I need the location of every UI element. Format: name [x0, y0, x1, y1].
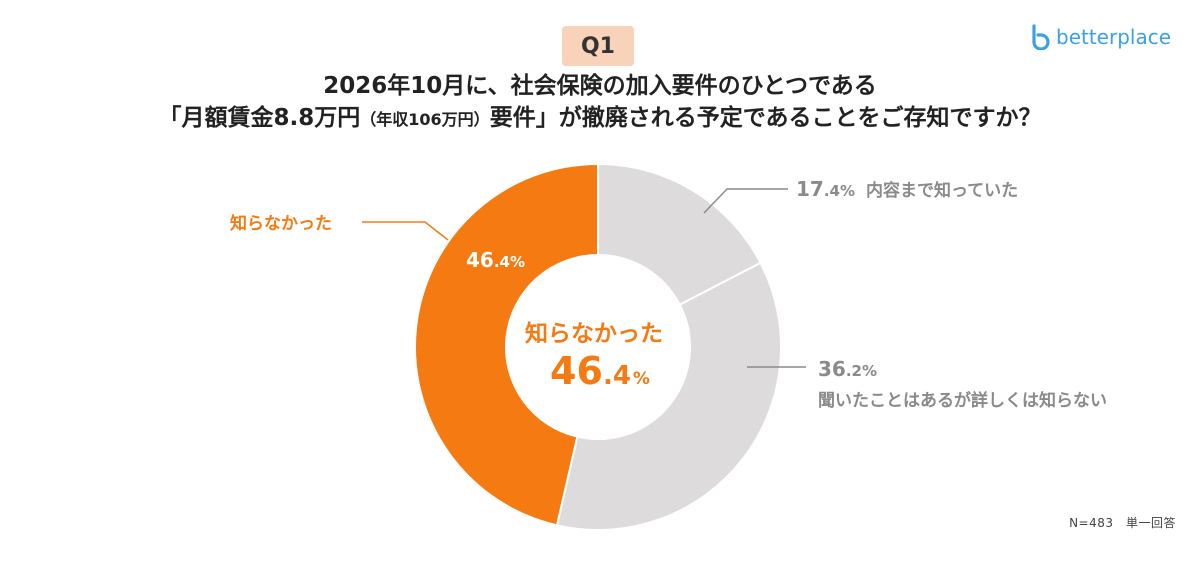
- title-line-2-small: （年収106万円）: [360, 110, 490, 129]
- pie-slice-2: [555, 261, 782, 531]
- category-label-1: 内容まで知っていた: [866, 180, 1018, 201]
- title-line-2-a: 「月額賃金8.8万円: [158, 105, 361, 131]
- betterplace-logo-icon: [1032, 24, 1050, 50]
- question-badge: Q1: [562, 26, 634, 66]
- chart-title: 2026年10月に、社会保険の加入要件のひとつである 「月額賃金8.8万円（年収…: [0, 70, 1200, 136]
- pie-slice-3: [414, 162, 599, 527]
- center-value: 46.4%: [550, 349, 650, 393]
- value-label-3: 46.4%: [466, 248, 525, 272]
- leader-line-3: [362, 221, 449, 241]
- category-label-3: 知らなかった: [229, 213, 332, 234]
- value-label-2: 36.2%: [818, 357, 877, 381]
- center-label: 知らなかった: [525, 320, 663, 347]
- pie-slice-1: [597, 162, 762, 307]
- footnote: N=483 単一回答: [1069, 516, 1176, 530]
- title-line-2-b: 要件」が撤廃される予定であることをご存知ですか？: [489, 105, 1042, 131]
- leader-line-1: [703, 188, 788, 214]
- category-label-2: 聞いたことはあるが詳しくは知らない: [818, 390, 1107, 411]
- title-line-1: 2026年10月に、社会保険の加入要件のひとつである: [323, 73, 877, 99]
- title-line-2: 「月額賃金8.8万円（年収106万円）要件」が撤廃される予定であることをご存知で…: [0, 102, 1200, 136]
- value-label-1: 17.4%: [796, 177, 855, 201]
- logo-text: betterplace: [1056, 25, 1172, 49]
- logo: betterplace: [1030, 22, 1171, 52]
